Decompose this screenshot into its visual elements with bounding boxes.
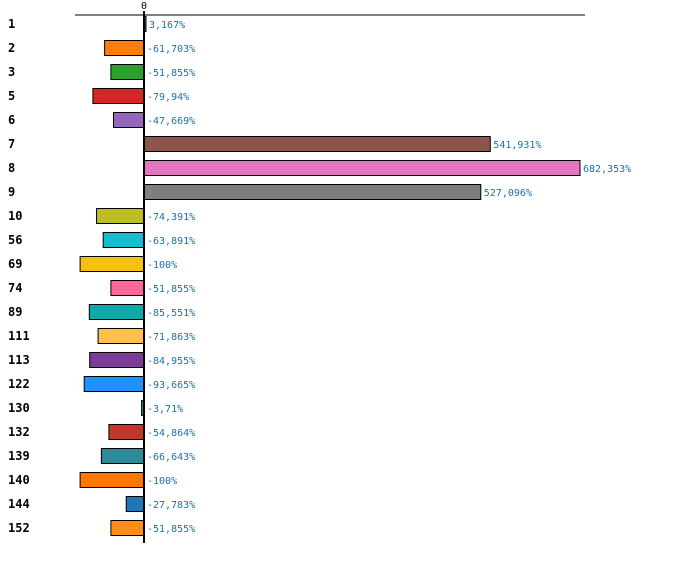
category-label-1: 1 — [8, 17, 15, 31]
category-labels-group: 1235678910566974891111131221301321391401… — [8, 17, 30, 535]
bar-2 — [104, 40, 145, 56]
bar-10 — [96, 208, 145, 224]
value-label-3: -51,855% — [147, 68, 195, 79]
bar-56 — [102, 232, 145, 248]
bar-3 — [110, 64, 145, 80]
bars-group — [79, 16, 581, 536]
category-label-122: 122 — [8, 377, 30, 391]
bar-5 — [92, 88, 145, 104]
category-label-89: 89 — [8, 305, 22, 319]
category-label-139: 139 — [8, 449, 30, 463]
category-label-130: 130 — [8, 401, 30, 415]
bar-139 — [100, 448, 145, 464]
value-label-111: -71,863% — [147, 332, 195, 343]
category-label-9: 9 — [8, 185, 15, 199]
category-label-5: 5 — [8, 89, 15, 103]
bar-144 — [125, 496, 145, 512]
value-label-8: 682,353% — [583, 164, 631, 175]
value-label-113: -84,955% — [147, 356, 195, 367]
value-label-56: -63,891% — [147, 236, 195, 247]
category-label-144: 144 — [8, 497, 30, 511]
value-label-69: -100% — [147, 260, 177, 271]
bar-69 — [79, 256, 145, 272]
value-label-5: -79,94% — [147, 92, 189, 103]
value-label-122: -93,665% — [147, 380, 195, 391]
bar-9 — [143, 184, 482, 200]
bar-113 — [89, 352, 145, 368]
category-label-152: 152 — [8, 521, 30, 535]
bar-89 — [88, 304, 145, 320]
value-label-2: -61,703% — [147, 44, 195, 55]
bar-74 — [110, 280, 145, 296]
value-label-89: -85,551% — [147, 308, 195, 319]
value-label-10: -74,391% — [147, 212, 195, 223]
value-label-140: -100% — [147, 476, 177, 487]
category-label-69: 69 — [8, 257, 22, 271]
category-label-3: 3 — [8, 65, 15, 79]
category-label-6: 6 — [8, 113, 15, 127]
category-label-2: 2 — [8, 41, 15, 55]
value-label-144: -27,783% — [147, 500, 195, 511]
category-label-140: 140 — [8, 473, 30, 487]
zero-tick-label: 0 — [141, 1, 147, 12]
value-label-1: 3,167% — [149, 20, 185, 31]
bar-111 — [97, 328, 145, 344]
value-labels-group: 3,167% -61,703% -51,855% -79,94% -47,669% 541… — [147, 20, 631, 535]
category-label-132: 132 — [8, 425, 30, 439]
value-label-130: -3,71% — [147, 404, 183, 415]
bar-152 — [110, 520, 145, 536]
bar-8 — [143, 160, 581, 176]
bar-132 — [108, 424, 145, 440]
value-label-132: -54,864% — [147, 428, 195, 439]
category-label-74: 74 — [8, 281, 22, 295]
bar-7 — [143, 136, 491, 152]
bar-140 — [79, 472, 145, 488]
value-label-152: -51,855% — [147, 524, 195, 535]
value-label-9: 527,096% — [484, 188, 532, 199]
category-label-113: 113 — [8, 353, 30, 367]
category-label-7: 7 — [8, 137, 15, 151]
bar-6 — [113, 112, 145, 128]
value-label-139: -66,643% — [147, 452, 195, 463]
category-label-56: 56 — [8, 233, 22, 247]
value-label-7: 541,931% — [493, 140, 541, 151]
value-label-74: -51,855% — [147, 284, 195, 295]
category-label-111: 111 — [8, 329, 30, 343]
value-label-6: -47,669% — [147, 116, 195, 127]
category-label-10: 10 — [8, 209, 22, 223]
bar-122 — [83, 376, 145, 392]
category-label-8: 8 — [8, 161, 15, 175]
